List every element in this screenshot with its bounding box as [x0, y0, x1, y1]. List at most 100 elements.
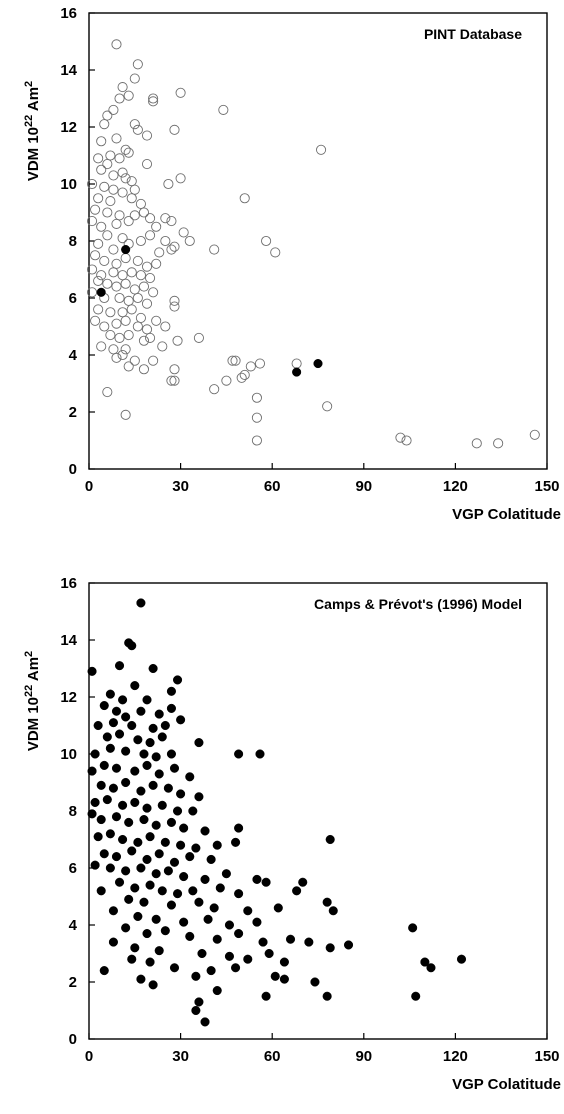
data-point-open — [401, 435, 412, 446]
data-point-open — [245, 361, 256, 372]
data-point-filled — [154, 946, 164, 956]
data-point-filled — [102, 795, 112, 805]
data-point-open — [117, 307, 128, 318]
data-point-filled — [124, 894, 134, 904]
data-point-filled — [130, 766, 140, 776]
data-point-open — [111, 218, 122, 229]
y-axis-label-base: VDM 10 — [25, 697, 42, 751]
data-point-open — [169, 241, 180, 252]
data-point-filled — [154, 769, 164, 779]
data-point-filled — [255, 749, 265, 759]
data-point-filled — [160, 926, 170, 936]
data-point-open — [160, 235, 171, 247]
data-point-open — [148, 287, 159, 298]
data-point-filled — [270, 971, 280, 981]
data-point-filled — [166, 703, 176, 713]
x-tick-label: 120 — [443, 1048, 468, 1065]
data-point-filled — [273, 903, 283, 913]
data-point-open — [105, 307, 116, 318]
data-point-open — [175, 173, 186, 184]
data-point-open — [166, 244, 177, 255]
data-point-open — [120, 253, 131, 264]
data-point-open — [114, 93, 125, 104]
data-point-filled — [420, 957, 430, 967]
data-point-filled — [136, 706, 146, 716]
y-tick-label: 12 — [60, 119, 77, 136]
y-tick-label: 10 — [60, 746, 77, 763]
data-point-open — [138, 364, 150, 375]
x-tick-label: 0 — [85, 1048, 93, 1065]
data-point-open — [111, 258, 122, 269]
data-point-open — [221, 375, 232, 386]
series-2 — [96, 245, 323, 377]
data-point-open — [96, 270, 107, 281]
data-point-open — [93, 238, 104, 249]
data-point-filled — [200, 1017, 210, 1027]
data-point-filled — [185, 931, 195, 941]
data-point-filled — [234, 749, 244, 759]
y-tick-label: 14 — [60, 632, 77, 649]
data-point-filled — [130, 797, 140, 808]
data-point-open — [129, 184, 140, 195]
data-point-open — [90, 250, 101, 261]
data-point-filled — [133, 735, 143, 745]
data-point-open — [117, 82, 128, 93]
data-point-filled — [130, 681, 140, 691]
data-point-open — [322, 401, 333, 412]
data-point-open — [105, 329, 116, 341]
y-tick-label: 0 — [69, 1031, 77, 1048]
data-point-open — [135, 270, 146, 281]
data-point-open — [209, 384, 220, 395]
data-point-filled — [200, 826, 210, 836]
data-point-filled — [99, 966, 109, 976]
data-point-open — [209, 244, 220, 255]
data-point-open — [102, 110, 113, 121]
data-point-open — [126, 176, 137, 187]
data-point-open — [111, 281, 122, 292]
data-point-open — [395, 432, 406, 443]
chart-panel-2: 0 30 60 90 120 150 0 2 4 6 8 10 12 14 16 Camps & Prévot… — [23, 575, 561, 1093]
x-axis-label: VGP Colatitude — [452, 1076, 561, 1093]
data-point-filled — [121, 746, 131, 756]
data-point-filled — [298, 877, 308, 887]
data-point-filled — [142, 760, 152, 770]
y-tick-label: 4 — [69, 347, 78, 364]
data-point-filled — [151, 869, 161, 879]
data-point-filled — [169, 963, 180, 973]
data-point-open — [102, 158, 113, 170]
data-point-filled — [163, 783, 173, 793]
data-point-filled — [114, 729, 125, 739]
data-point-filled — [127, 720, 137, 731]
data-point-open — [123, 329, 134, 341]
data-point-filled — [121, 712, 131, 722]
data-point-open — [251, 435, 262, 446]
data-point-open — [160, 321, 171, 332]
data-point-open — [270, 247, 281, 258]
data-point-open — [141, 298, 153, 309]
data-point-filled — [96, 780, 106, 790]
data-point-filled — [111, 763, 122, 773]
data-point-filled — [108, 718, 118, 728]
data-point-filled — [252, 874, 262, 884]
y-axis-label: VDM 1022 Am2 — [23, 651, 42, 751]
data-point-open — [87, 287, 98, 298]
data-point-open — [87, 215, 98, 227]
data-point-open — [166, 375, 177, 386]
data-point-open — [126, 267, 137, 278]
data-point-open — [129, 119, 140, 130]
data-point-filled — [231, 837, 241, 847]
data-point-filled — [127, 641, 137, 651]
data-point-open — [117, 167, 128, 178]
data-point-open — [129, 210, 140, 221]
data-point-open — [117, 349, 128, 361]
y-axis-label: VDM 1022 Am2 — [23, 81, 42, 181]
data-point-filled — [93, 720, 103, 731]
data-point-open — [111, 133, 122, 144]
data-point-filled — [313, 359, 323, 369]
y-tick-label: 2 — [69, 974, 77, 991]
data-point-open — [151, 315, 162, 326]
data-point-filled — [166, 686, 176, 696]
data-point-open — [120, 278, 131, 289]
data-point-filled — [209, 903, 219, 913]
